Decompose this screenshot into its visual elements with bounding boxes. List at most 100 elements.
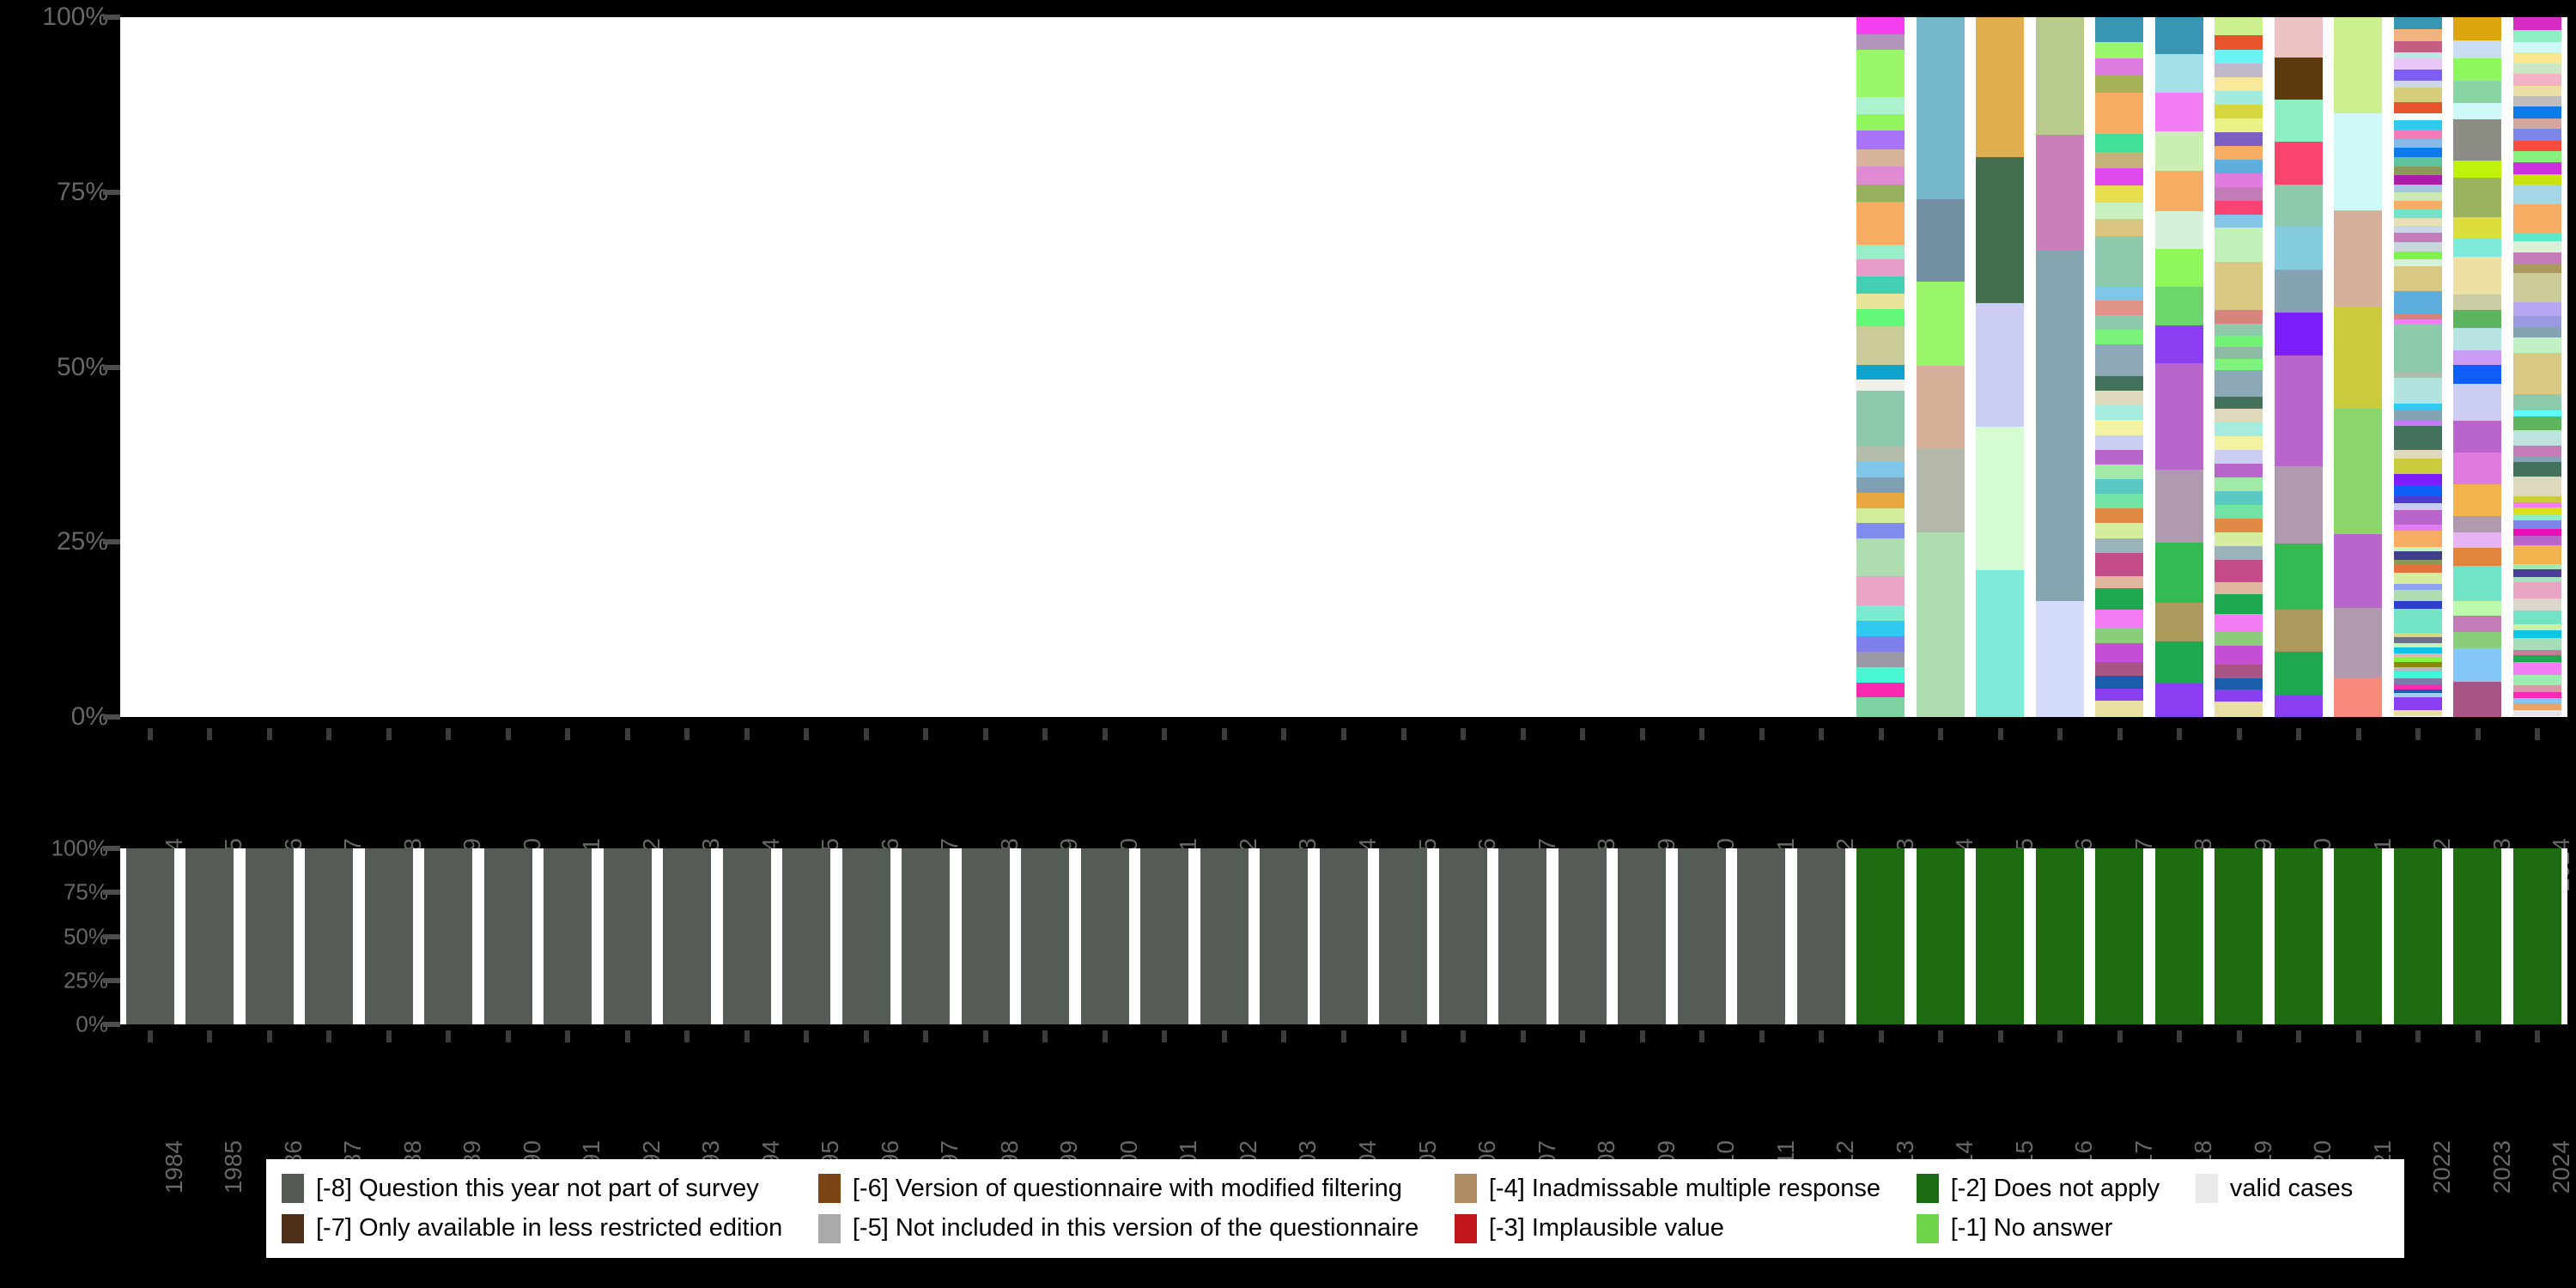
bar-stack [484,17,532,717]
legend-grid: [-8] Question this year not part of surv… [282,1171,2389,1246]
bar-column [120,17,180,717]
bar-segment [1976,17,2025,157]
y-axis-tick-mark [103,1022,120,1027]
legend-item[interactable]: [-4] Inadmissable multiple response [1454,1174,1917,1204]
bar-segment [2154,53,2203,93]
bar-segment [2035,134,2084,251]
bar-segment [2095,151,2144,169]
x-axis-tick-mark [1042,728,1048,740]
bar-segment [2274,142,2323,185]
x-axis-tick-label: 1985 [220,1140,247,1194]
bar-segment [1856,201,1905,246]
legend-item[interactable]: [-2] Does not apply [1916,1174,2196,1204]
bar-segment [2512,685,2561,692]
bar-stack [2512,17,2561,717]
legend-item[interactable]: [-7] Only available in less restricted e… [282,1213,818,1243]
bar-segment [2095,405,2144,421]
valid-cases-bar [125,848,174,1024]
valid-cases-bar [2154,848,2203,1024]
bar-segment [2393,52,2442,59]
legend-item-valid-cases[interactable]: valid cases [2195,1174,2389,1204]
bar-segment [2095,344,2144,376]
bar-segment [2274,652,2323,696]
valid-cases-bar [663,848,712,1024]
bar-segment [2274,543,2323,611]
bar-segment [2393,102,2442,114]
valid-cases-column [1314,848,1374,1024]
bar-stack [126,17,174,717]
bar-segment [2215,104,2263,118]
valid-cases-column [896,848,957,1024]
bar-stack [1320,17,1368,717]
bar-stack [1678,17,1726,717]
bar-segment [2215,532,2263,547]
bar-segment [2453,294,2502,311]
bar-segment [2215,215,2263,228]
x-axis-tick-mark [1580,1030,1586,1042]
legend-item[interactable]: [-8] Question this year not part of surv… [282,1174,818,1204]
bar-segment [2512,184,2561,204]
bar-segment [2154,683,2203,717]
bar-segment [1856,33,1905,50]
legend-swatch [1454,1213,1477,1243]
legend-item[interactable]: [-3] Implausible value [1454,1213,1917,1243]
bar-segment [1856,635,1905,652]
valid-cases-column [2030,848,2090,1024]
bar-segment [2215,646,2263,665]
valid-cases-bar [1618,848,1667,1024]
bar-segment [2215,463,2263,477]
bar-segment [2512,462,2561,477]
bar-column [1255,17,1315,717]
bar-segment [2215,347,2263,359]
bar-segment [2154,325,2203,363]
legend-label: [-7] Only available in less restricted e… [316,1214,783,1242]
bar-segment [2334,677,2383,717]
x-axis-tick-mark [1461,1030,1467,1042]
bar-stack [2393,17,2442,717]
legend-item[interactable]: [-5] Not included in this version of the… [817,1213,1455,1243]
bar-segment [2453,384,2502,422]
valid-cases-column [300,848,360,1024]
x-axis-tick-mark [684,728,690,740]
bar-segment [1856,167,1905,185]
valid-cases-bar [364,848,413,1024]
valid-cases-bar [245,848,294,1024]
bar-column [1016,17,1076,717]
bar-segment [1916,17,1965,199]
bar-column [1732,17,1792,717]
bar-segment [2154,131,2203,172]
bar-column [240,17,300,717]
x-axis-tick-mark [2296,1030,2302,1042]
bar-stack [902,17,950,717]
x-axis-tick-mark [1819,1030,1825,1042]
legend-item[interactable]: [-1] No answer [1916,1213,2196,1243]
bar-column [180,17,240,717]
bar-segment [2215,131,2263,147]
bar-segment [2095,93,2144,135]
bar-segment [2393,653,2442,659]
bar-segment [2512,582,2561,598]
valid-cases-bar [782,848,831,1024]
bar-column [2329,17,2389,717]
bar-segment [2215,90,2263,105]
valid-cases-column [1194,848,1255,1024]
valid-cases-bar [1200,848,1249,1024]
x-axis-tick-mark [326,1030,332,1042]
bar-segment [2095,375,2144,392]
x-axis-tick-mark [2296,728,2302,740]
valid-cases-column [240,848,300,1024]
bar-segment [2393,148,2442,158]
bar-segment [2095,508,2144,524]
valid-cases-column [1851,848,1911,1024]
legend-swatch [1916,1174,1939,1204]
bar-segment [2393,458,2442,475]
bar-segment [2393,409,2442,421]
bar-segment [2095,464,2144,479]
bar-segment [2453,119,2502,161]
bar-segment [2453,647,2502,683]
x-axis-tick-mark [446,1030,452,1042]
valid-cases-column [478,848,538,1024]
legend-item[interactable]: [-6] Version of questionnaire with modif… [817,1174,1455,1204]
y-axis-tick-mark [103,890,120,896]
bar-segment [2393,58,2442,70]
